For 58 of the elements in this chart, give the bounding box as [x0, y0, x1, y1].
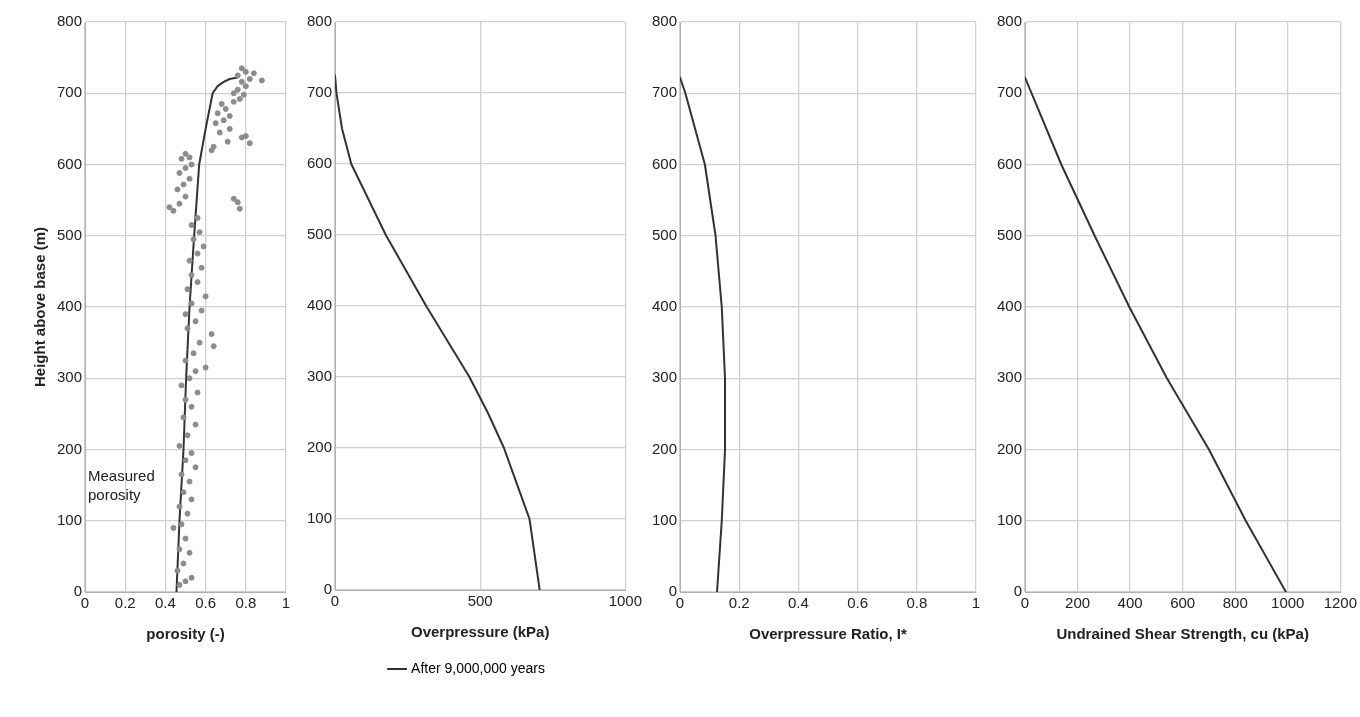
y-tick-label: 700: [307, 83, 333, 101]
y-tick-label: 500: [652, 225, 678, 243]
y-tick-label: 300: [997, 368, 1023, 386]
y-tick-label: 500: [57, 225, 83, 243]
x-tick-label: 0.2: [728, 594, 750, 612]
y-tick-label: 600: [997, 154, 1023, 172]
x-tick-label: 1000: [1271, 594, 1305, 612]
x-tick-label: 0.4: [787, 594, 809, 612]
y-tick-label: 800: [997, 12, 1023, 30]
x-tick-label: 800: [1222, 594, 1248, 612]
y-tick-label: 500: [307, 225, 333, 243]
y-tick-label: 0: [323, 580, 333, 598]
x-tick-label: 1: [281, 594, 291, 612]
x-tick-label: 1200: [1323, 594, 1357, 612]
y-tick-label: 300: [652, 368, 678, 386]
x-axis-title: Overpressure Ratio, I*: [749, 625, 907, 643]
y-tick-label: 800: [307, 12, 333, 30]
x-tick-label: 1000: [608, 592, 642, 610]
y-tick-label: 700: [652, 83, 678, 101]
x-tick-label: 500: [467, 592, 493, 610]
y-tick-label: 600: [652, 154, 678, 172]
x-tick-label: 0.8: [235, 594, 257, 612]
y-tick-label: 100: [997, 510, 1023, 528]
y-tick-label: 400: [652, 297, 678, 315]
x-tick-label: 0.6: [847, 594, 869, 612]
x-axis-title: porosity (-): [146, 625, 225, 643]
y-tick-label: 100: [57, 510, 83, 528]
x-axis-title: Undrained Shear Strength, cu (kPa): [1056, 625, 1309, 643]
y-tick-label: 300: [57, 368, 83, 386]
y-tick-label: 800: [652, 12, 678, 30]
x-tick-label: 1: [971, 594, 981, 612]
y-tick-label: 200: [307, 438, 333, 456]
y-tick-label: 300: [307, 367, 333, 385]
y-tick-label: 200: [652, 439, 678, 457]
y-tick-label: 400: [997, 297, 1023, 315]
x-tick-label: 400: [1117, 594, 1143, 612]
y-tick-label: 100: [307, 509, 333, 527]
y-tick-label: 600: [57, 154, 83, 172]
x-axis-title: Overpressure (kPa): [410, 623, 550, 641]
y-tick-label: 400: [307, 296, 333, 314]
y-tick-label: 800: [57, 12, 83, 30]
y-tick-label: 700: [57, 83, 83, 101]
x-tick-label: 600: [1170, 594, 1196, 612]
y-tick-label: 200: [997, 439, 1023, 457]
x-tick-label: 0.4: [154, 594, 176, 612]
y-tick-label: 200: [57, 439, 83, 457]
x-tick-label: 200: [1065, 594, 1091, 612]
y-tick-label: 400: [57, 297, 83, 315]
y-tick-label: 100: [652, 510, 678, 528]
y-tick-label: 500: [997, 225, 1023, 243]
annotation: Measured porosity: [88, 467, 155, 504]
x-tick-label: 0.6: [195, 594, 217, 612]
x-tick-label: 0.8: [906, 594, 928, 612]
x-tick-label: 0.2: [114, 594, 136, 612]
y-axis-title: Height above base (m): [31, 226, 49, 388]
legend-label: After 9,000,000 years: [411, 659, 545, 676]
y-tick-label: 700: [997, 83, 1023, 101]
y-tick-label: 600: [307, 154, 333, 172]
